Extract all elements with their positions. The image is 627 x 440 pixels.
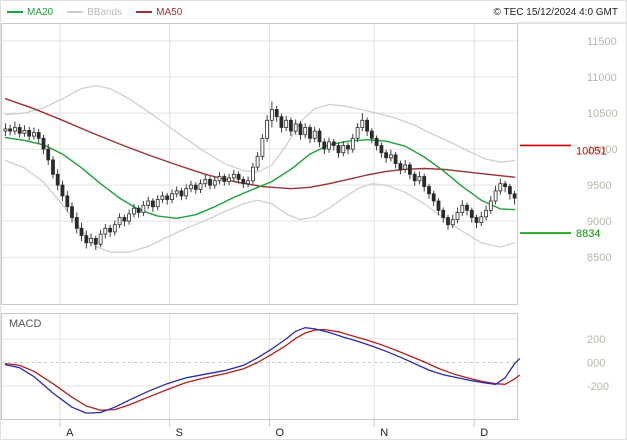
month-label: D [480, 427, 488, 439]
red-level-label: 10051 [576, 145, 607, 157]
bbands-legend-label: BBands [87, 6, 123, 18]
ma50-legend-dash [136, 11, 153, 13]
macd-lines [4, 327, 521, 414]
ma50-line [4, 97, 516, 190]
ma20-line [4, 136, 516, 220]
macd-tick-label: 200 [587, 334, 605, 346]
price-tick-label: 10500 [587, 108, 618, 120]
ma20-legend-label: MA20 [27, 6, 54, 18]
legend: MA20 BBands MA50 © TEC 15/12/2024 4:0 GM… [1, 1, 626, 23]
price-tick-label: 10000 [587, 144, 618, 156]
month-label: A [66, 427, 74, 439]
price-tick-label: 9000 [587, 216, 611, 228]
price-tick-label: 11000 [587, 72, 617, 84]
ma50-legend-label: MA50 [156, 6, 183, 18]
month-label: S [176, 427, 183, 439]
macd-panel: 200 000 -200 MACD [1, 313, 609, 420]
price-tick-label: 8500 [587, 252, 611, 264]
copyright-text: © TEC 15/12/2024 4:0 GMT [493, 6, 618, 18]
level-markers: 10051 8834 [520, 144, 607, 240]
ma20-legend-dash [7, 11, 23, 13]
macd-tick-label: 000 [587, 358, 605, 370]
candles [3, 101, 517, 250]
price-tick-label: 9500 [587, 180, 611, 192]
green-level-label: 8834 [576, 228, 600, 240]
legend-item-ma50: MA50 [136, 7, 182, 18]
price-tick-label: 11500 [587, 36, 617, 48]
month-label: O [276, 427, 285, 439]
macd-panel-label: MACD [9, 318, 41, 330]
price-panel: 8500 9000 9500 10000 10500 11000 11500 [1, 22, 626, 305]
bbands-legend-dash [67, 11, 84, 13]
legend-item-bbands: BBands [67, 7, 122, 18]
macd-tick-label: -200 [587, 381, 609, 393]
month-label: N [380, 427, 388, 439]
legend-item-ma20: MA20 [7, 7, 53, 18]
